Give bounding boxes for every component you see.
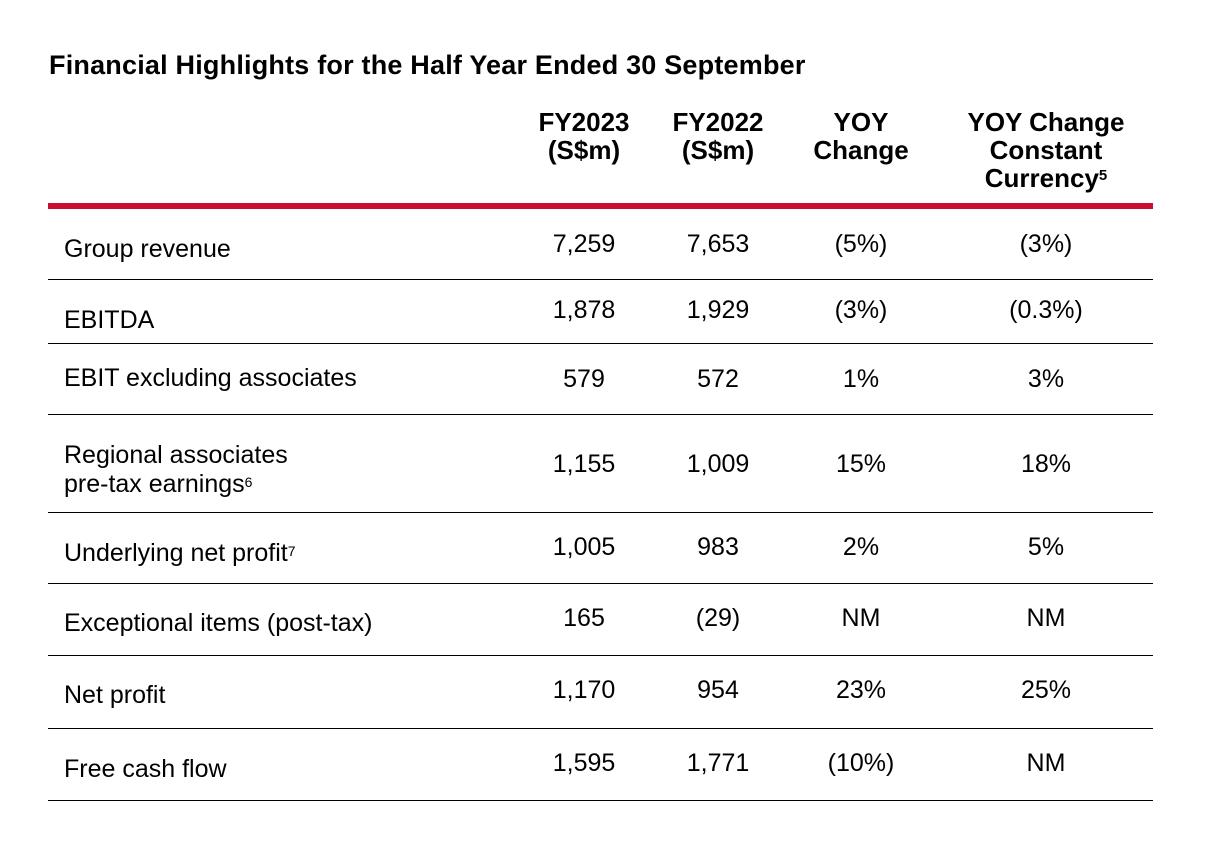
cell-yoy: 23% xyxy=(835,676,887,704)
row-label-line1: Regional associates xyxy=(64,441,288,469)
row-label: Free cash flow xyxy=(64,755,227,783)
cell-yoy-cc: 18% xyxy=(1020,450,1072,478)
cell-fy2023: 165 xyxy=(563,604,605,632)
row-divider xyxy=(48,279,1153,280)
row-divider xyxy=(48,414,1153,415)
footnote-7: 7 xyxy=(287,543,296,559)
header-fy2022-line1: FY2022 xyxy=(672,107,764,137)
header-yoy-line2: Change xyxy=(813,135,909,165)
cell-fy2022: 954 xyxy=(697,676,739,704)
header-yoycc-line1: YOY Change xyxy=(967,107,1125,137)
row-divider xyxy=(48,343,1153,344)
cell-fy2023: 7,259 xyxy=(552,230,616,258)
table-row: Underlying net profit7 1,005 983 2% 5% xyxy=(48,513,1153,584)
row-label: Regional associates pre-tax earnings6 xyxy=(64,441,288,499)
cell-yoy-cc: 25% xyxy=(1020,676,1072,704)
cell-yoy-cc: 3% xyxy=(1027,365,1065,393)
cell-yoy-cc: NM xyxy=(1026,604,1066,632)
cell-fy2022: 572 xyxy=(697,365,739,393)
cell-fy2022: 1,009 xyxy=(686,450,750,478)
header-footnote-5: 5 xyxy=(1098,167,1108,184)
header-fy2023: FY2023 (S$m) xyxy=(524,108,644,164)
row-label: EBIT excluding associates xyxy=(64,364,357,392)
cell-yoy-cc: (3%) xyxy=(1019,230,1073,258)
row-label-text: Underlying net profit xyxy=(64,539,288,567)
cell-yoy-cc: 5% xyxy=(1027,533,1065,561)
table-row: Group revenue 7,259 7,653 (5%) (3%) xyxy=(48,209,1153,280)
row-label: Exceptional items (post-tax) xyxy=(64,609,373,637)
cell-fy2023: 1,595 xyxy=(552,749,616,777)
cell-fy2023: 579 xyxy=(563,365,605,393)
table-row: Regional associates pre-tax earnings6 1,… xyxy=(48,415,1153,513)
cell-yoy: (3%) xyxy=(834,296,888,324)
header-fy2023-line2: (S$m) xyxy=(547,135,621,165)
row-label: Net profit xyxy=(64,681,166,709)
row-label-line2-text: pre-tax earnings xyxy=(64,470,245,498)
header-yoycc-line3: Currency5 xyxy=(944,164,1148,192)
cell-fy2022: 1,771 xyxy=(686,749,750,777)
cell-fy2023: 1,005 xyxy=(552,533,616,561)
table-row: Net profit 1,170 954 23% 25% xyxy=(48,656,1153,729)
cell-fy2023: 1,878 xyxy=(552,296,616,324)
header-yoy-constant-currency: YOY Change Constant Currency5 xyxy=(944,108,1148,192)
cell-fy2023: 1,155 xyxy=(552,450,616,478)
row-divider xyxy=(48,655,1153,656)
cell-yoy: (5%) xyxy=(834,230,888,258)
header-fy2022-line2: (S$m) xyxy=(681,135,755,165)
header-yoy-change: YOY Change xyxy=(795,108,927,164)
cell-yoy: 1% xyxy=(842,365,880,393)
row-divider xyxy=(48,728,1153,729)
row-divider xyxy=(48,583,1153,584)
cell-yoy: (10%) xyxy=(827,749,895,777)
cell-fy2022: 1,929 xyxy=(686,296,750,324)
cell-yoy: 2% xyxy=(842,533,880,561)
row-label: EBITDA xyxy=(64,306,155,334)
table-row: EBIT excluding associates 579 572 1% 3% xyxy=(48,344,1153,415)
row-divider xyxy=(48,512,1153,513)
header-fy2022: FY2022 (S$m) xyxy=(658,108,778,164)
cell-fy2022: (29) xyxy=(695,604,741,632)
header-fy2023-line1: FY2023 xyxy=(538,107,630,137)
cell-yoy-cc: NM xyxy=(1026,749,1066,777)
table-title: Financial Highlights for the Half Year E… xyxy=(49,50,806,80)
row-label: Underlying net profit7 xyxy=(64,539,296,568)
header-yoycc-line2: Constant xyxy=(989,135,1103,165)
header-divider xyxy=(48,203,1153,209)
cell-yoy: NM xyxy=(841,604,881,632)
cell-yoy: 15% xyxy=(835,450,887,478)
footnote-6: 6 xyxy=(244,474,253,490)
cell-fy2022: 7,653 xyxy=(686,230,750,258)
cell-yoy-cc: (0.3%) xyxy=(1009,296,1083,324)
header-yoycc-line3-text: Currency xyxy=(984,163,1099,193)
cell-fy2023: 1,170 xyxy=(552,676,616,704)
cell-fy2022: 983 xyxy=(697,533,739,561)
table-row: Exceptional items (post-tax) 165 (29) NM… xyxy=(48,584,1153,656)
row-divider xyxy=(48,800,1153,801)
row-label: Group revenue xyxy=(64,235,231,263)
row-label-line2: pre-tax earnings6 xyxy=(64,470,288,499)
table-row: Free cash flow 1,595 1,771 (10%) NM xyxy=(48,729,1153,801)
header-yoy-line1: YOY xyxy=(833,107,889,137)
table-row: EBITDA 1,878 1,929 (3%) (0.3%) xyxy=(48,280,1153,344)
